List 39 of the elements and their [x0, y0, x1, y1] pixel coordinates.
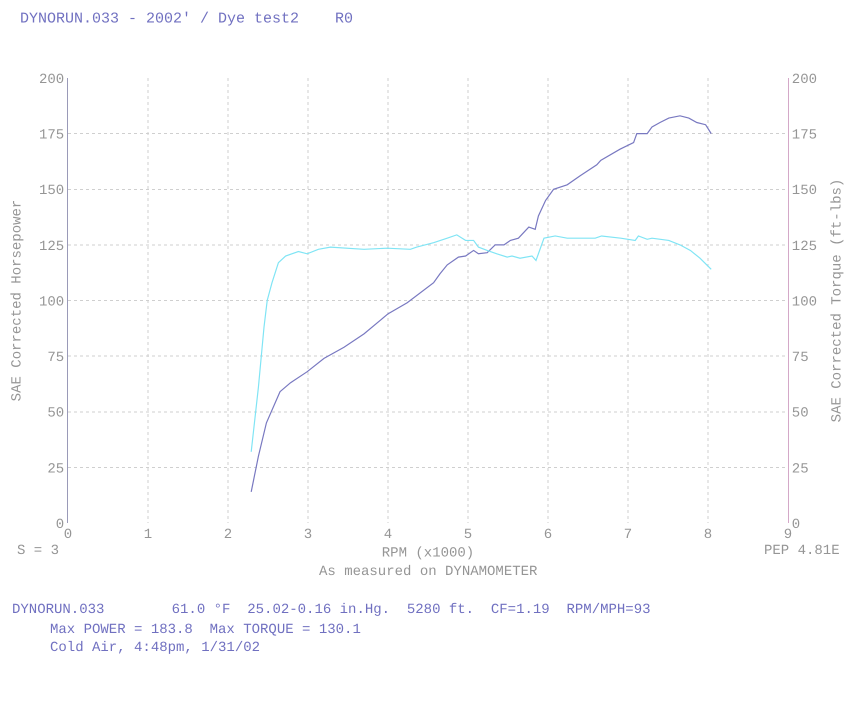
- y-tick-label: 200: [38, 72, 64, 88]
- y-tick-label: 25: [47, 461, 64, 478]
- y2-axis-title: SAE Corrected Torque (ft-lbs): [829, 178, 846, 422]
- text: As measured on DYNAMOMETER: [319, 564, 538, 580]
- text: PEP 4.81E: [764, 543, 840, 559]
- y2-tick-label: 25: [792, 461, 809, 478]
- y2-tick-label: 0: [792, 516, 800, 533]
- text: DYNORUN.033 61.0 °F 25.02-0.16 in.Hg. 5280 ft. CF=1.19 RPM/MPH=93: [12, 602, 651, 618]
- y-tick-label: 75: [47, 350, 64, 366]
- line-series: [250, 115, 712, 492]
- y2-tick-label: 75: [792, 350, 809, 366]
- text: Max POWER = 183.8 Max TORQUE = 130.1: [50, 622, 361, 638]
- y-tick-label: 100: [38, 294, 64, 310]
- x-tick-label: 5: [464, 527, 472, 543]
- chart-title: DYNORUN.033 - 2002' / Dye test2 R0: [20, 10, 354, 28]
- x-tick-label: 2: [224, 527, 232, 543]
- x-tick-label: 6: [544, 527, 552, 543]
- x-tick-label: 4: [384, 527, 392, 543]
- y-tick-label: 175: [38, 128, 64, 144]
- y-tick-label: 0: [56, 516, 64, 533]
- text: Cold Air, 4:48pm, 1/31/02: [50, 640, 260, 656]
- x-tick-label: 1: [144, 527, 152, 543]
- y2-tick-label: 50: [792, 406, 809, 422]
- line-series: [250, 234, 712, 452]
- y-axis-title: SAE Corrected Horsepower: [10, 200, 26, 402]
- y2-tick-label: 175: [792, 128, 818, 144]
- y2-tick-label: 100: [792, 294, 818, 310]
- y-tick-label: 50: [47, 406, 64, 422]
- y2-tick-label: 125: [792, 238, 818, 255]
- y-tick-label: 125: [38, 238, 64, 255]
- y-tick-label: 150: [38, 183, 64, 200]
- x-tick-label: 3: [304, 527, 312, 543]
- text: S = 3: [17, 543, 60, 559]
- y2-tick-label: 150: [792, 183, 818, 200]
- x-tick-label: 8: [704, 527, 712, 543]
- y2-tick-label: 200: [792, 72, 818, 88]
- x-tick-label: 7: [624, 527, 632, 543]
- x-tick-label: 9: [784, 527, 792, 543]
- x-axis-title: RPM (x1000): [382, 545, 474, 562]
